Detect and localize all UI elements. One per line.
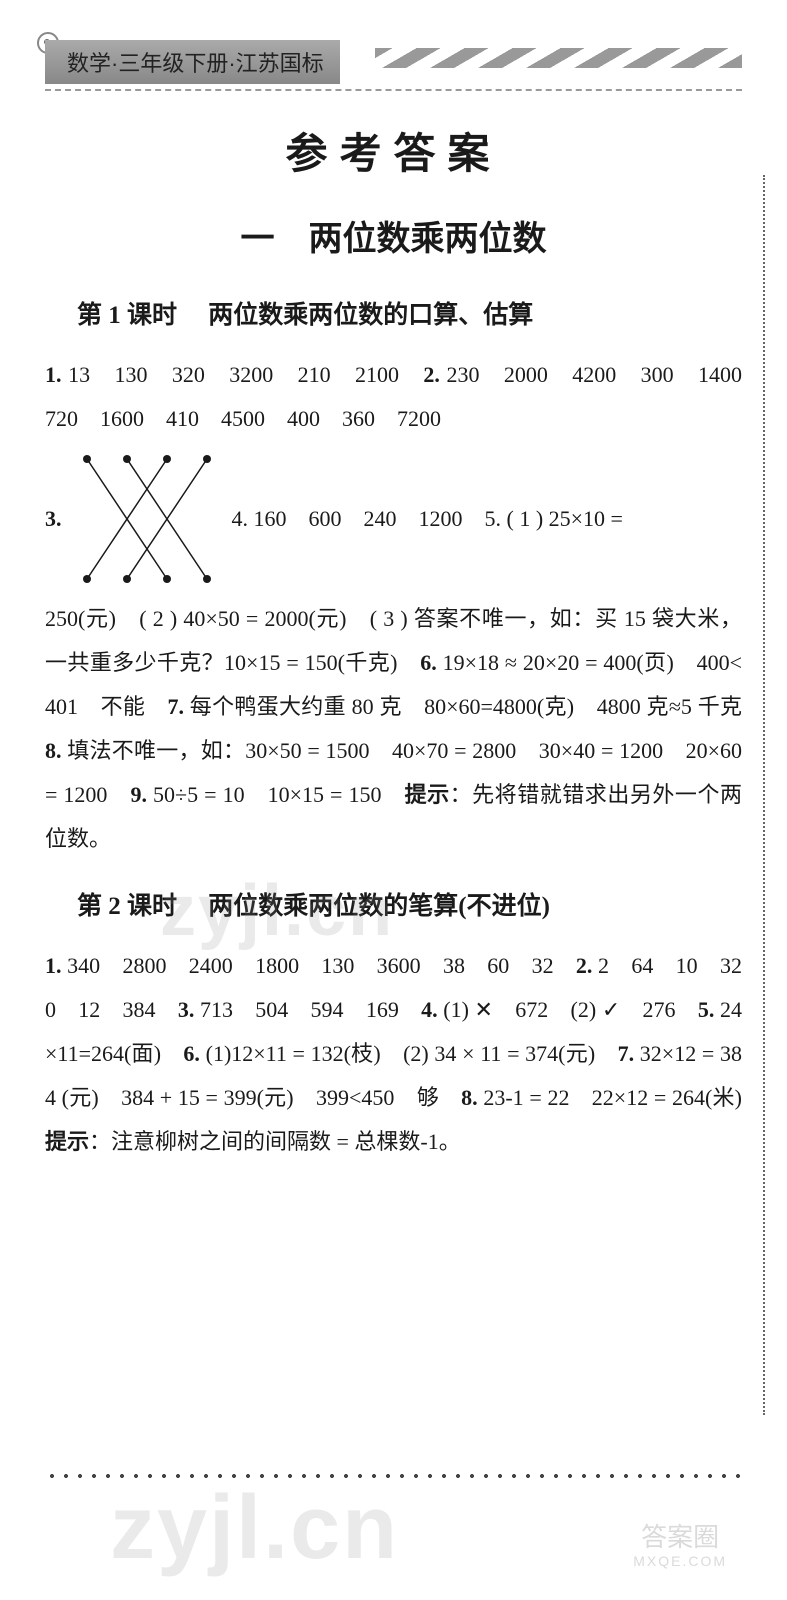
header-bar: 数学·三年级下册·江苏国标 — [45, 40, 742, 85]
matching-diagram — [72, 449, 222, 589]
lesson2-mid: 课时 — [127, 893, 177, 920]
bottom-badge: 答案圈 MXQE.COM — [633, 1522, 727, 1570]
right-dotted-border — [763, 175, 765, 1415]
lesson1-num: 1 — [108, 302, 121, 329]
q3-label: 3. — [45, 498, 62, 540]
lesson2-title: 第 2 课时 两位数乘两位数的笔算(不进位) — [45, 886, 742, 922]
header-stripe-pattern — [375, 48, 742, 68]
lesson2-content: 1. 340 2800 2400 1800 130 3600 38 60 32 … — [45, 944, 742, 1164]
lesson2-prefix: 第 — [77, 893, 102, 920]
header-dashed-line — [45, 89, 742, 91]
lesson1-svg-row: 3. 4. 160 600 240 1200 5. ( 1 ) 25×10 = — [45, 449, 742, 589]
chapter-title: 一 两位数乘两位数 — [45, 211, 742, 260]
watermark-2: zyjl.cn — [110, 1477, 399, 1580]
bottom-dotted-line — [45, 1472, 742, 1480]
lesson1-prefix: 第 — [77, 302, 102, 329]
lesson1-before-svg: 1. 13 130 320 3200 210 2100 2. 230 2000 … — [45, 353, 742, 441]
badge-sub: MXQE.COM — [633, 1553, 727, 1570]
header-label: 数学·三年级下册·江苏国标 — [45, 40, 340, 84]
lesson1-text: 两位数乘两位数的口算、估算 — [208, 302, 533, 329]
lesson1-mid: 课时 — [127, 302, 177, 329]
lesson1-rest: 250(元) ( 2 ) 40×50 = 2000(元) ( 3 ) 答案不唯一… — [45, 597, 742, 861]
lesson2-num: 2 — [108, 893, 121, 920]
lesson2-text: 两位数乘两位数的笔算(不进位) — [208, 893, 550, 920]
badge-title: 答案圈 — [633, 1522, 727, 1553]
main-title: 参考答案 — [45, 120, 742, 181]
lesson1-title: 第 1 课时 两位数乘两位数的口算、估算 — [45, 295, 742, 331]
q4-q5-inline: 4. 160 600 240 1200 5. ( 1 ) 25×10 = — [232, 498, 743, 540]
